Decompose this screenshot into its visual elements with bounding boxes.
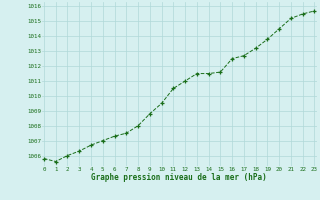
X-axis label: Graphe pression niveau de la mer (hPa): Graphe pression niveau de la mer (hPa): [91, 173, 267, 182]
